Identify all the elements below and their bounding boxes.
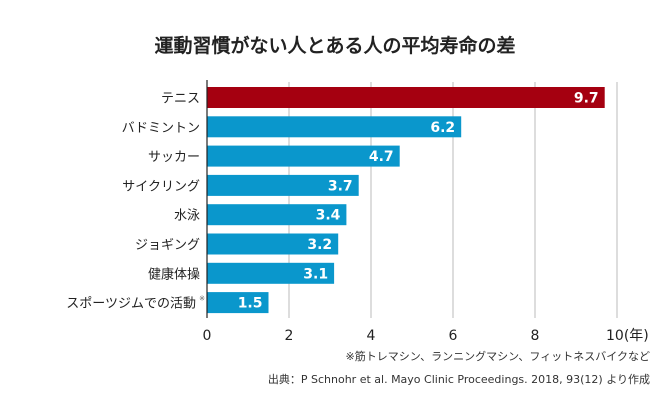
data-label: 3.4 (316, 208, 341, 224)
bar (207, 233, 339, 255)
category-label: バドミントン (122, 121, 200, 136)
bar (207, 292, 269, 314)
data-label: 3.1 (303, 266, 328, 282)
x-tick-label: 4 (367, 328, 376, 344)
bar (207, 204, 347, 226)
data-label: 1.5 (238, 296, 263, 312)
footnote: ※筋トレマシン、ランニングマシン、フィットネスバイクなど (346, 349, 650, 363)
chart-title: 運動習慣がない人とある人の平均寿命の差 (154, 34, 515, 57)
x-tick-label: 6 (449, 328, 458, 344)
bar (207, 87, 605, 108)
data-label: 6.2 (430, 120, 455, 136)
x-tick-label: 10(年) (606, 328, 649, 344)
note-mark: ※ (199, 295, 205, 303)
x-tick-label: 0 (203, 328, 212, 344)
category-label: テニス (161, 92, 200, 107)
data-label: 9.7 (574, 91, 599, 107)
x-tick-label: 2 (285, 328, 294, 344)
category-label: スポーツジムでの活動 (66, 297, 196, 312)
category-label: 健康体操 (148, 266, 200, 282)
x-tick-label: 8 (531, 328, 540, 344)
source-note: 出典：P Schnohr et al. Mayo Clinic Proceedi… (268, 372, 650, 386)
data-label: 4.7 (369, 149, 394, 165)
bar (207, 262, 335, 284)
category-label: サッカー (148, 150, 200, 165)
category-label: 水泳 (174, 209, 200, 224)
bar (207, 116, 462, 138)
data-label: 3.2 (307, 237, 332, 253)
category-label: ジョギング (135, 238, 200, 253)
bar (207, 145, 400, 167)
bar (207, 174, 359, 196)
data-label: 3.7 (328, 178, 353, 194)
category-label: サイクリング (122, 179, 200, 194)
